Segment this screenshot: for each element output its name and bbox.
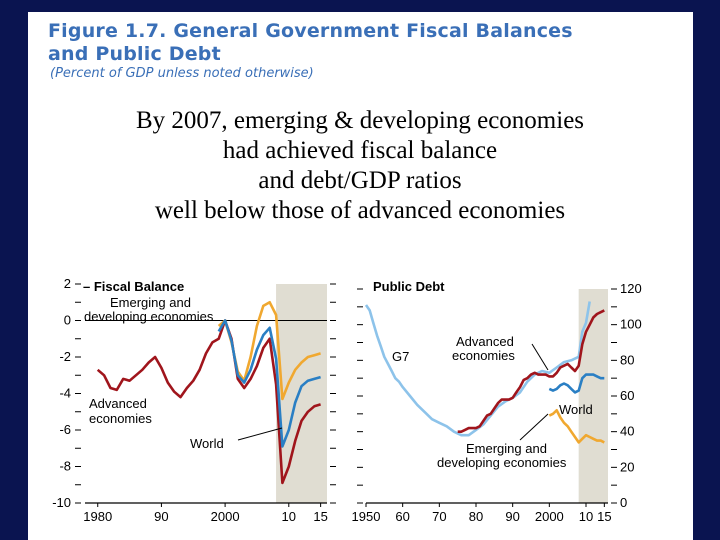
fiscal-annotation-world: World bbox=[190, 436, 224, 451]
fiscal-series-advanced-economies bbox=[96, 319, 321, 485]
debt-y-tick-label: 80 bbox=[620, 352, 634, 367]
figure-subtitle: (Percent of GDP unless noted otherwise) bbox=[50, 66, 314, 80]
debt-x-tick-label: 1950 bbox=[352, 509, 381, 524]
caption-line-1: By 2007, emerging & developing economies bbox=[135, 107, 585, 134]
debt-y-tick-label: 60 bbox=[620, 388, 634, 403]
debt-annotation-advanced-line1: Advanced bbox=[456, 334, 514, 349]
fiscal-annotation-advanced-line2: economies bbox=[89, 411, 152, 426]
debt-y-tick-label: 100 bbox=[620, 317, 642, 332]
debt-x-tick-label: 60 bbox=[395, 509, 409, 524]
caption-line-2: had achieved fiscal balance bbox=[222, 137, 498, 164]
debt-annotation-g7: G7 bbox=[392, 349, 409, 364]
debt-projection-shade bbox=[578, 289, 608, 503]
fiscal-x-tick-label: 2000 bbox=[211, 509, 240, 524]
debt-annotation-world: World bbox=[559, 402, 593, 417]
slide-caption: By 2007, emerging & developing economies… bbox=[40, 106, 680, 226]
fiscal-y-tick-label: -4 bbox=[59, 386, 71, 401]
debt-emerging-leader-line bbox=[519, 413, 549, 441]
fiscal-y-tick-label: -8 bbox=[59, 459, 71, 474]
debt-annotation-emerging-line2: developing economies bbox=[437, 455, 567, 470]
debt-x-tick-label: 15 bbox=[597, 509, 611, 524]
fiscal-x-tick-label: 15 bbox=[313, 509, 327, 524]
fiscal-x-tick-label: 1980 bbox=[83, 509, 112, 524]
debt-y-tick-label: 0 bbox=[620, 495, 627, 510]
fiscal-annotation-advanced-line1: Advanced bbox=[89, 396, 147, 411]
debt-series-g7 bbox=[364, 301, 591, 437]
figure-title: Figure 1.7. General Government Fiscal Ba… bbox=[48, 20, 668, 66]
fiscal-annotation-emerging-line1: Emerging and bbox=[110, 295, 191, 310]
fiscal-y-tick-label: -2 bbox=[59, 349, 71, 364]
debt-x-tick-label: 10 bbox=[579, 509, 593, 524]
debt-title: Public Debt bbox=[373, 279, 445, 294]
debt-y-tick-label: 120 bbox=[620, 281, 642, 296]
caption-line-3: and debt/GDP ratios bbox=[258, 167, 462, 194]
fiscal-x-tick-label: 10 bbox=[282, 509, 296, 524]
fiscal-annotation-emerging-line2: developing economies bbox=[84, 309, 214, 324]
debt-x-tick-label: 70 bbox=[432, 509, 446, 524]
fiscal-x-tick-label: 90 bbox=[154, 509, 168, 524]
debt-annotation-advanced-line2: economies bbox=[452, 348, 515, 363]
debt-series-emerging-and-developing-economies bbox=[548, 408, 605, 444]
debt-annotation-emerging-line1: Emerging and bbox=[466, 441, 547, 456]
fiscal-y-tick-label: -6 bbox=[59, 422, 71, 437]
fiscal-series-world bbox=[217, 319, 321, 448]
debt-x-tick-label: 90 bbox=[505, 509, 519, 524]
debt-advanced-leader-line bbox=[531, 343, 549, 371]
fiscal-y-tick-label: 2 bbox=[64, 276, 71, 291]
fiscal-title: – Fiscal Balance bbox=[83, 279, 184, 294]
figure-title-line-1: Figure 1.7. General Government Fiscal Ba… bbox=[48, 20, 573, 42]
caption-line-4: well below those of advanced economies bbox=[154, 197, 566, 224]
debt-x-tick-label: 2000 bbox=[535, 509, 564, 524]
fiscal-y-tick-label: -10 bbox=[52, 495, 71, 510]
debt-y-tick-label: 40 bbox=[620, 424, 634, 439]
figure-title-line-2: and Public Debt bbox=[48, 43, 221, 65]
fiscal-world-leader-line bbox=[237, 427, 283, 441]
fiscal-y-tick-label: 0 bbox=[64, 313, 71, 328]
debt-x-tick-label: 80 bbox=[469, 509, 483, 524]
debt-series-world bbox=[548, 373, 605, 394]
debt-y-tick-label: 20 bbox=[620, 459, 634, 474]
debt-series-advanced-economies bbox=[457, 309, 605, 434]
